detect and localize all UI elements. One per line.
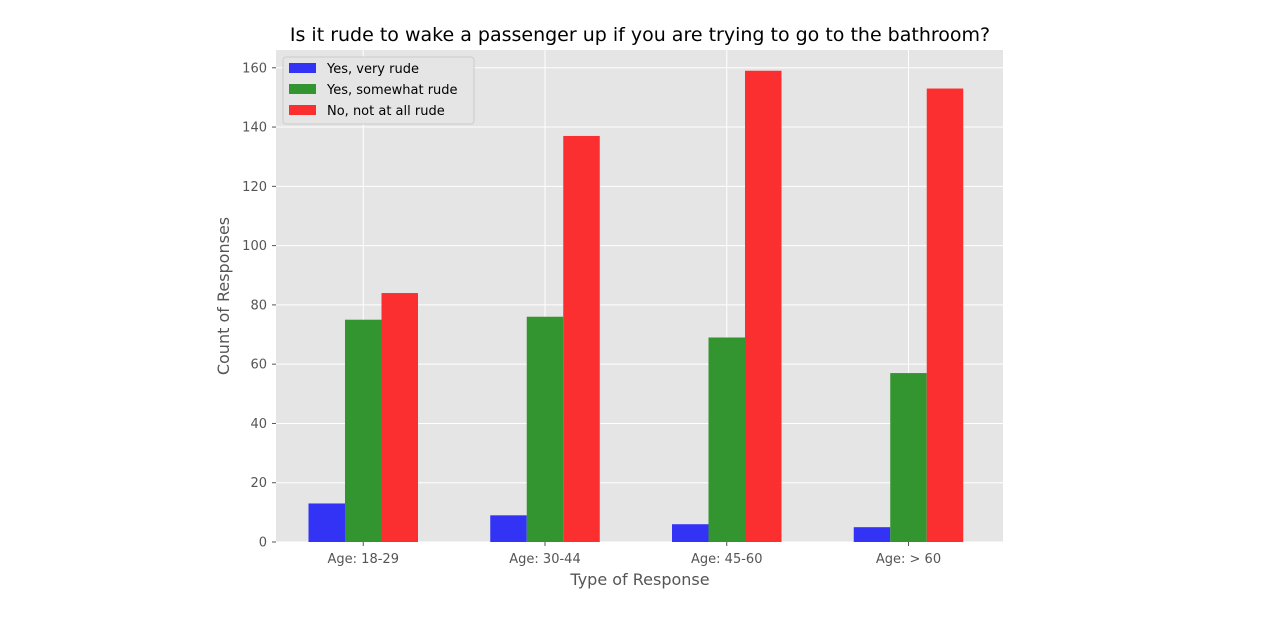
bar-no-not-at-all-rude-age-30-44	[563, 135, 600, 542]
x-tick-label-age-18-29: Age: 18-29	[328, 552, 399, 567]
y-axis-label: Count of Responses	[214, 217, 233, 375]
legend-swatch-somewhat-rude	[289, 84, 316, 94]
legend: Yes, very rude Yes, somewhat rude No, no…	[282, 56, 475, 125]
bar-no-not-at-all-rude-age-45-60	[745, 70, 782, 543]
x-tick-label-age-60: Age: > 60	[876, 552, 941, 567]
y-tick-label-100: 100	[242, 239, 267, 254]
bar-yes-somewhat-rude-age-60	[890, 373, 927, 542]
x-tick-label-age-30-44: Age: 30-44	[509, 552, 580, 567]
bar-no-not-at-all-rude-age-18-29	[381, 293, 418, 542]
legend-box	[282, 56, 475, 125]
x-axis-ticks: Age: 18-29 Age: 30-44 Age: 45-60 Age: > 60	[328, 542, 941, 567]
y-tick-label-140: 140	[242, 121, 267, 136]
bar-yes-very-rude-age-30-44	[490, 515, 527, 542]
y-tick-label-60: 60	[250, 358, 267, 373]
bar-no-not-at-all-rude-age-60	[926, 88, 964, 542]
legend-label-not-rude: No, not at all rude	[327, 104, 445, 119]
y-tick-label-120: 120	[242, 180, 267, 195]
chart-title: Is it rude to wake a passenger up if you…	[290, 24, 990, 46]
legend-label-somewhat-rude: Yes, somewhat rude	[326, 83, 458, 98]
y-tick-label-80: 80	[250, 298, 267, 313]
bar-yes-very-rude-age-18-29	[308, 503, 345, 542]
y-tick-label-20: 20	[250, 476, 267, 491]
bar-yes-very-rude-age-60	[853, 527, 891, 542]
y-tick-label-40: 40	[250, 417, 267, 432]
bar-yes-somewhat-rude-age-18-29	[345, 319, 382, 542]
legend-swatch-very-rude	[289, 63, 316, 73]
y-tick-label-160: 160	[242, 61, 267, 76]
x-tick-label-age-45-60: Age: 45-60	[691, 552, 762, 567]
y-axis-ticks: 0 20 40 60 80 100 120 140 160	[242, 61, 276, 551]
legend-swatch-not-rude	[289, 105, 316, 115]
bars	[308, 70, 964, 543]
legend-label-very-rude: Yes, very rude	[326, 62, 419, 77]
x-axis-label: Type of Response	[569, 570, 709, 589]
bar-yes-somewhat-rude-age-45-60	[708, 337, 745, 542]
bar-yes-somewhat-rude-age-30-44	[526, 316, 564, 542]
bar-yes-very-rude-age-45-60	[672, 524, 709, 542]
y-tick-label-0: 0	[259, 536, 267, 551]
